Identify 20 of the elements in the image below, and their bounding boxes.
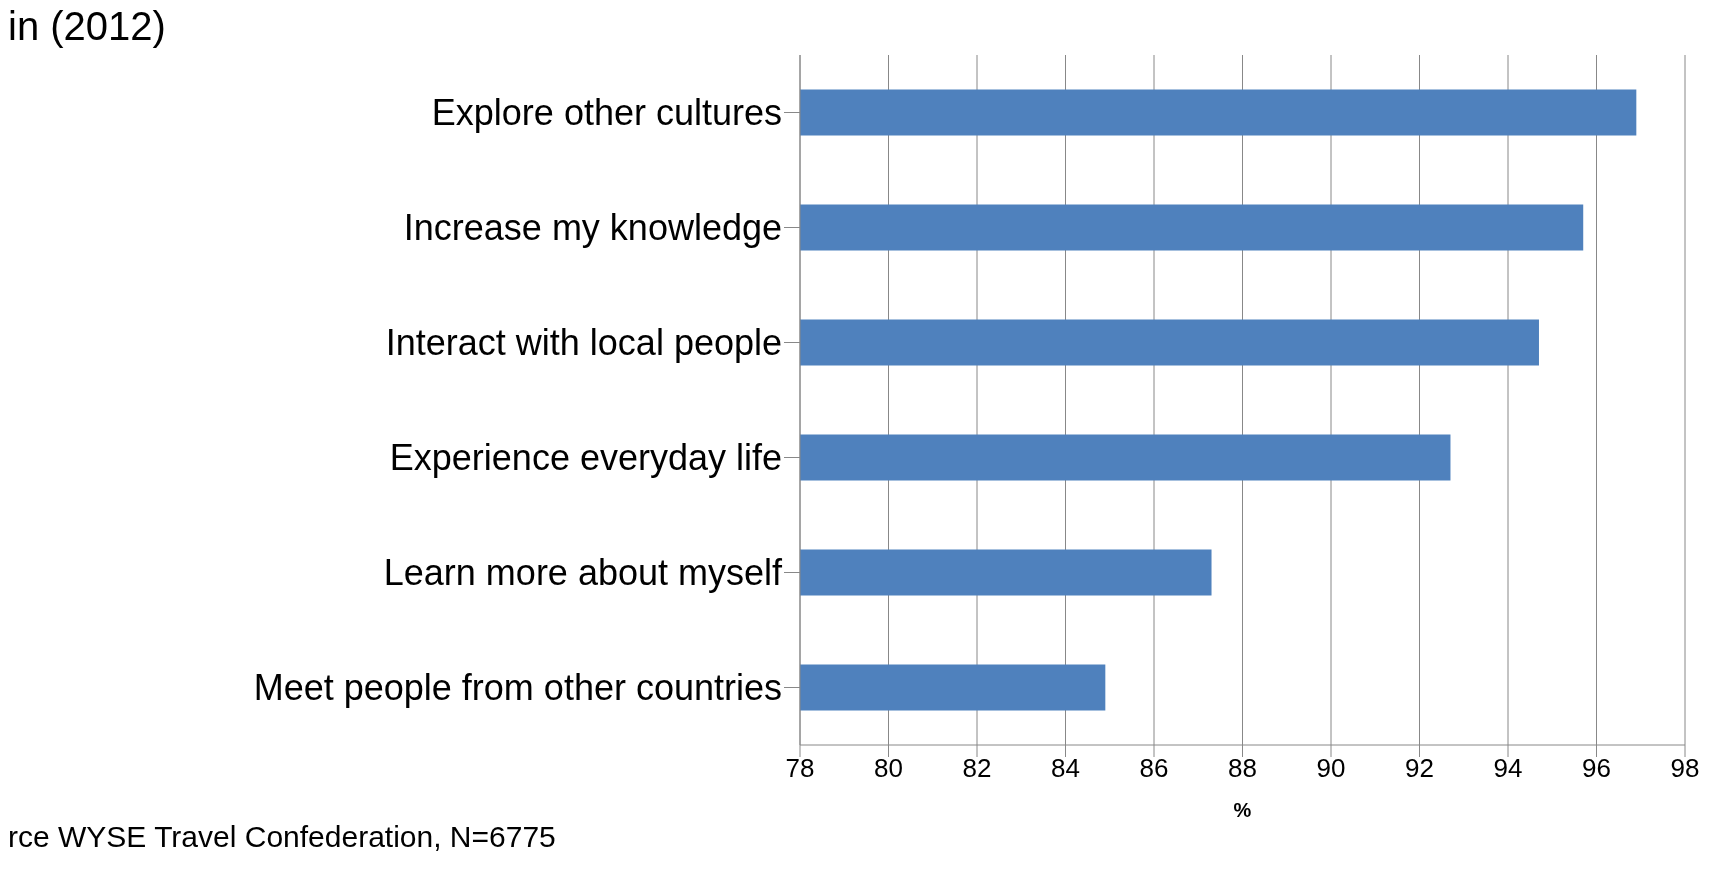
y-tick-label: Meet people from other countries <box>253 667 782 709</box>
x-tick-label: 78 <box>785 753 815 784</box>
x-axis-title: % <box>1233 799 1252 821</box>
x-tick-label: 94 <box>1493 753 1523 784</box>
x-tick-label: 88 <box>1228 753 1257 784</box>
x-tick-label: 80 <box>874 753 903 784</box>
y-tick-label: Experience everyday life <box>389 437 782 479</box>
y-tick-label: Explore other cultures <box>431 92 782 134</box>
x-tick-label: 90 <box>1316 753 1346 784</box>
x-tick-label: 84 <box>1051 753 1080 784</box>
text: in (2012) <box>8 4 166 49</box>
x-tick-label: 92 <box>1405 753 1434 784</box>
text: rce WYSE Travel Confederation, N=6775 <box>8 820 556 854</box>
x-tick-label: 96 <box>1582 753 1611 784</box>
y-tick-label: Increase my knowledge <box>403 207 782 249</box>
x-tick-label: 82 <box>962 753 992 784</box>
y-tick-label: Interact with local people <box>385 322 782 364</box>
y-tick-label: Learn more about myself <box>383 552 783 594</box>
x-tick-label: 86 <box>1139 753 1169 784</box>
x-tick-label: 98 <box>1670 753 1700 784</box>
